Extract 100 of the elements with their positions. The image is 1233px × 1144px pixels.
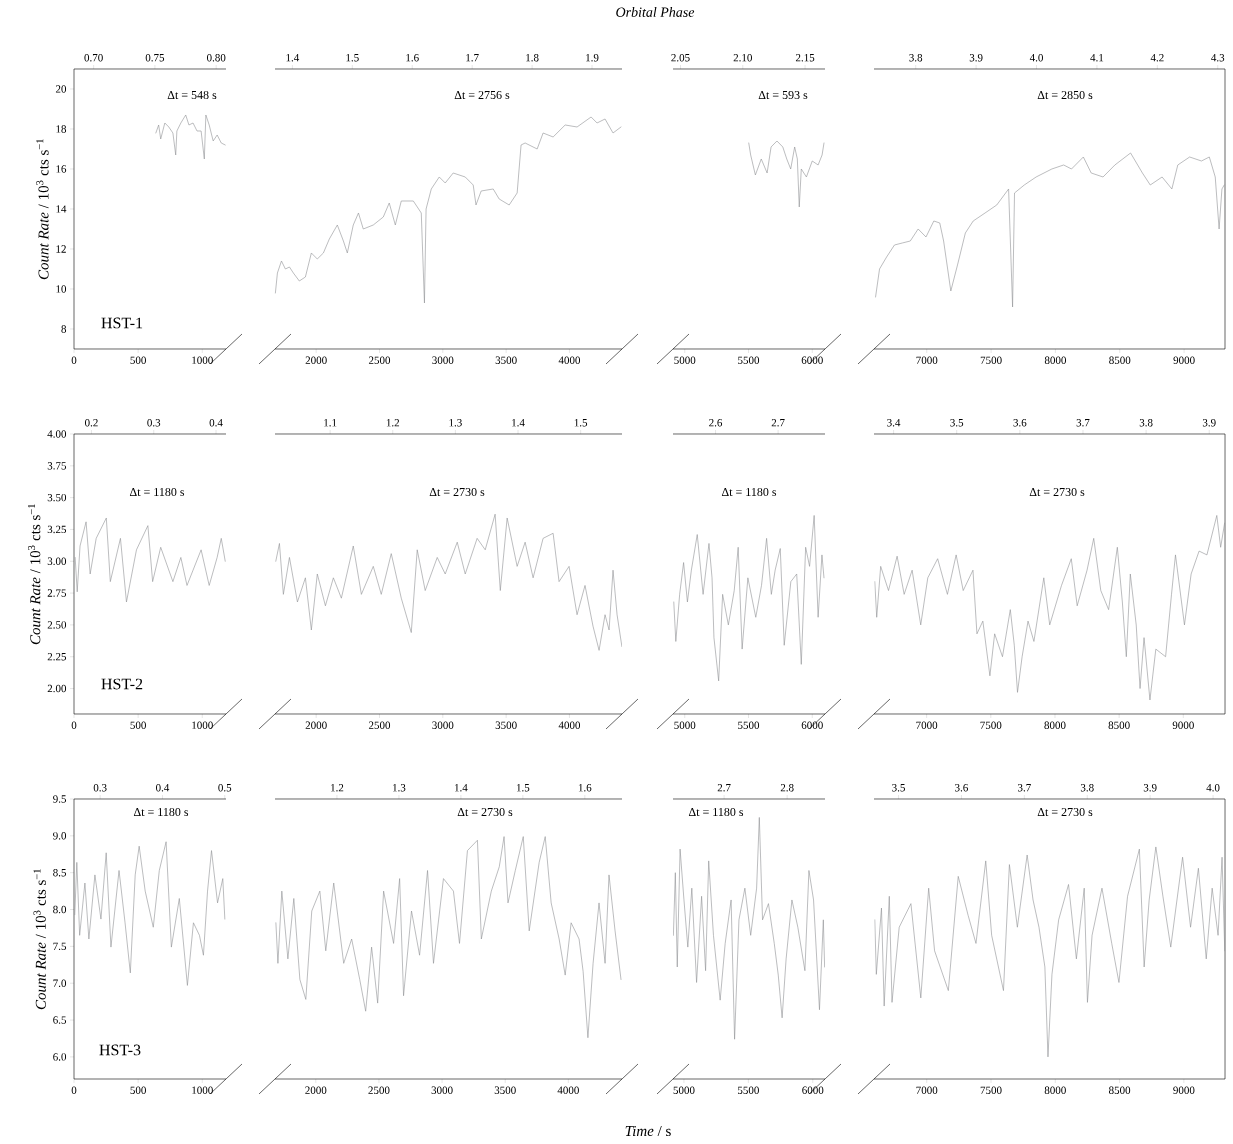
- annotation: Δt = 1180 s: [721, 487, 777, 497]
- line-series: [155, 114, 226, 160]
- annotation: Δt = 2730 s: [1029, 487, 1085, 497]
- x2-tick-label: 1.5: [516, 784, 530, 792]
- y-axis-title: Count Rate / 10$^{3}$ cts s$^{−1}$: [33, 869, 46, 1010]
- x2-tick-label: 3.8: [1139, 418, 1153, 427]
- x-tick-label: 6000: [801, 721, 823, 729]
- x2-tick-label: 0.3: [147, 418, 161, 427]
- x2-axis-title: Orbital Phase: [616, 7, 695, 17]
- x-tick-label: 7000: [916, 1086, 938, 1094]
- y-tick-label: 8.5: [53, 868, 67, 877]
- x2-tick-label: 4.0: [1029, 53, 1043, 62]
- x-tick-label: 9000: [1173, 1086, 1195, 1094]
- y-tick-label: 7.0: [53, 979, 67, 987]
- x2-tick-label: 1.2: [386, 419, 400, 427]
- x2-tick-label: 3.4: [887, 419, 901, 427]
- y-tick-label: 2.25: [47, 653, 67, 661]
- x-tick-label: 7000: [916, 721, 938, 729]
- x-tick-label: 0: [71, 1086, 77, 1094]
- x2-tick-label: 3.6: [1013, 419, 1027, 427]
- x2-tick-label: 2.8: [780, 784, 794, 792]
- x2-tick-label: 1.5: [574, 419, 588, 427]
- x2-tick-label: 0.2: [85, 418, 98, 427]
- x-tick-label: 0: [71, 721, 77, 729]
- x2-tick-label: 2.15: [795, 54, 815, 62]
- x2-tick-label: 1.4: [286, 54, 300, 62]
- x-tick-label: 7500: [980, 721, 1002, 729]
- y-tick-label: 6.5: [53, 1016, 67, 1024]
- x-tick-label: 500: [130, 721, 146, 729]
- x2-tick-label: 1.3: [393, 784, 406, 792]
- x-tick-label: 2500: [368, 1086, 390, 1094]
- x2-tick-label: 4.0: [1206, 784, 1220, 792]
- x2-tick-label: 3.8: [909, 53, 923, 62]
- x-tick-label: 5500: [738, 1086, 759, 1094]
- x-tick-label: 3500: [495, 721, 517, 729]
- x2-tick-label: 4.2: [1150, 54, 1164, 62]
- annotation: Δt = 2756 s: [454, 90, 510, 100]
- x2-tick-label: 4.3: [1211, 54, 1225, 62]
- x-tick-label: 5000: [674, 356, 696, 364]
- x-tick-label: 8000: [1044, 721, 1066, 729]
- x-tick-label: 2000: [305, 356, 327, 364]
- y-tick-label: 4.00: [47, 430, 67, 438]
- x-tick-label: 8500: [1108, 721, 1130, 729]
- x-tick-label: 9000: [1173, 356, 1195, 364]
- x2-tick-label: 4.1: [1090, 54, 1104, 62]
- annotation: HST-3: [99, 1044, 141, 1056]
- annotation: HST-2: [101, 678, 143, 690]
- x2-tick-label: 1.5: [346, 54, 359, 62]
- y-tick-label: 3.50: [47, 493, 67, 502]
- y-tick-label: 2.75: [47, 589, 67, 597]
- x-tick-label: 0: [71, 356, 77, 364]
- y-tick-label: 14: [56, 205, 67, 213]
- x-tick-label: 6000: [801, 356, 823, 364]
- x-tick-label: 4000: [558, 721, 581, 729]
- y-tick-label: 16: [56, 165, 67, 173]
- x2-tick-label: 2.10: [733, 53, 752, 62]
- x-tick-label: 4000: [558, 356, 581, 364]
- x-tick-label: 500: [130, 356, 146, 364]
- y-tick-label: 2.50: [47, 621, 67, 629]
- x-tick-label: 2000: [305, 721, 327, 729]
- x-tick-label: 6000: [802, 1086, 824, 1094]
- x2-tick-label: 0.4: [209, 418, 223, 427]
- x2-tick-label: 3.7: [1018, 784, 1031, 792]
- x-tick-label: 5000: [673, 1086, 695, 1094]
- y-axis-title: Count Rate / 10$^{3}$ cts s$^{−1}$: [28, 504, 41, 645]
- x2-tick-label: 3.9: [969, 54, 983, 62]
- x-tick-label: 3000: [431, 1086, 453, 1094]
- x2-tick-label: 1.6: [406, 54, 419, 62]
- x-tick-label: 3000: [432, 721, 454, 729]
- x2-tick-label: 3.5: [950, 419, 964, 427]
- x-tick-label: 3000: [432, 356, 454, 364]
- x2-tick-label: 3.8: [1080, 784, 1094, 792]
- y-tick-label: 8: [61, 325, 67, 333]
- x2-tick-label: 0.4: [156, 784, 170, 792]
- y-tick-label: 8.0: [53, 905, 67, 914]
- annotation: Δt = 2850 s: [1037, 90, 1093, 100]
- x2-tick-label: 1.1: [324, 419, 337, 427]
- x2-tick-label: 3.9: [1143, 784, 1157, 792]
- annotation: HST-1: [101, 317, 143, 329]
- annotation: Δt = 548 s: [167, 90, 217, 100]
- y-tick-label: 3.00: [47, 557, 67, 566]
- x2-tick-label: 2.7: [717, 784, 731, 792]
- x2-tick-label: 2.6: [709, 419, 723, 427]
- x-tick-label: 8000: [1044, 1086, 1066, 1094]
- x2-tick-label: 0.70: [84, 53, 103, 62]
- annotation: Δt = 1180 s: [688, 807, 744, 817]
- y-tick-label: 9.5: [53, 795, 67, 803]
- annotation: Δt = 593 s: [758, 90, 808, 100]
- x-tick-label: 1000: [192, 1086, 213, 1094]
- annotation: Δt = 2730 s: [429, 487, 485, 497]
- x-tick-label: 5000: [674, 721, 696, 729]
- y-tick-label: 10: [56, 285, 67, 293]
- x-tick-label: 4000: [557, 1086, 579, 1094]
- annotation: Δt = 2730 s: [457, 807, 513, 817]
- x2-tick-label: 3.5: [892, 784, 905, 792]
- x-tick-label: 7500: [980, 1086, 1002, 1094]
- x2-tick-label: 0.3: [93, 784, 107, 792]
- x-tick-label: 2500: [368, 356, 391, 364]
- x-tick-label: 1000: [192, 356, 213, 364]
- annotation: Δt = 1180 s: [133, 807, 189, 817]
